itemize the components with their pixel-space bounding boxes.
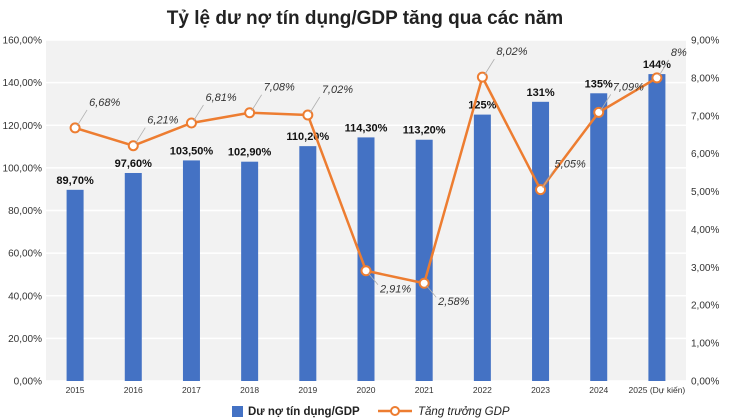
growth-label-leader [76,109,88,127]
growth-label-leader [309,96,321,114]
x-axis-tick-label: 2016 [124,385,143,395]
right-axis-ticks: 0,00% 1,00% 2,00% 3,00% 4,00% 5,00% 6,00% 7,00%… [691,36,719,388]
bar-value-label: 102,90% [228,147,272,159]
right-axis-tick-label: 3,00% [691,263,719,274]
right-axis-tick-label: 9,00% [691,36,719,47]
left-axis-tick-label: 160,00% [3,36,43,47]
left-axis-tick-label: 0,00% [14,377,42,388]
chart-title: Tỷ lệ dư nợ tín dụng/GDP tăng qua các nă… [167,8,563,29]
left-axis-ticks: 0,00% 20,00% 40,00% 60,00% 80,00% 100,00% 120,… [3,36,43,388]
x-axis-tick-label: 2020 [357,385,376,395]
left-axis-tick-label: 80,00% [8,206,42,217]
legend-line-label: Tăng trưởng GDP [418,406,510,418]
growth-label-leader [251,94,262,111]
bar [182,160,200,381]
growth-label-leader [600,94,612,111]
bar [299,146,317,381]
right-axis-tick-label: 5,00% [691,187,719,198]
growth-label-leader [425,284,437,298]
x-axis-tick-label: 2022 [473,385,492,395]
left-axis-tick-label: 20,00% [8,334,42,345]
left-axis-tick-label: 120,00% [3,121,43,132]
line-series [69,71,663,289]
growth-label-leader [484,58,495,76]
growth-value-label: 7,09% [613,81,644,93]
x-axis-tick-label: 2023 [531,385,550,395]
growth-value-label: 8% [671,47,687,59]
x-axis-tick-label: 2025 (Dự kiến) [629,385,686,395]
legend-line-marker [390,406,400,416]
growth-value-label: 7,02% [322,84,353,96]
growth-label-leader [193,104,204,122]
bar-value-label: 97,60% [115,158,153,170]
right-axis-tick-label: 8,00% [691,73,719,84]
left-axis-tick-label: 60,00% [8,249,42,260]
right-axis-tick-label: 1,00% [691,339,719,350]
bar [357,137,375,381]
growth-value-label: 5,05% [555,159,586,171]
bar-value-label: 103,50% [170,145,214,157]
bar-series [66,74,666,382]
bar-value-labels: 89,70% 97,60% 103,50% 102,90% 110,20% 114,30%… [56,59,671,187]
legend: Dư nợ tín dụng/GDP Tăng trưởng GDP [232,406,510,418]
bar [241,161,259,381]
left-axis-tick-label: 100,00% [3,163,43,174]
growth-label-leader [134,127,146,144]
growth-value-label: 7,08% [264,82,295,94]
growth-label-leader [542,171,553,188]
bar-value-label: 89,70% [56,175,94,187]
x-axis-tick-label: 2015 [66,385,85,395]
growth-value-label: 6,68% [89,97,120,109]
bar [415,139,433,381]
bar [124,172,142,381]
bar-value-label: 131% [526,87,554,99]
right-axis-tick-label: 4,00% [691,225,719,236]
x-axis-ticks: 2015 2016 2017 2018 2019 2020 2021 2022 2023 2024… [66,385,686,395]
legend-bar-label: Dư nợ tín dụng/GDP [248,406,360,418]
bar-value-label: 110,20% [286,131,329,143]
bar [590,93,608,381]
right-axis-tick-label: 2,00% [691,301,719,312]
growth-value-label: 6,81% [205,92,236,104]
right-axis-tick-label: 0,00% [691,377,719,388]
left-axis-tick-label: 40,00% [8,291,42,302]
x-axis-tick-label: 2021 [415,385,434,395]
right-axis-tick-label: 6,00% [691,149,719,160]
line-value-labels: 6,68% 6,21% 6,81% 7,08% 7,02% 2,91% 2,58% 8,02%… [76,46,687,308]
bar-value-label: 113,20% [403,125,446,137]
bar [66,189,84,381]
growth-label-leader [367,272,379,285]
bar-value-label: 144% [643,59,671,71]
bar-value-label: 114,30% [345,122,388,134]
x-axis-tick-label: 2024 [589,385,608,395]
left-axis-tick-label: 140,00% [3,78,43,89]
right-axis-tick-label: 7,00% [691,111,719,122]
x-axis-tick-label: 2019 [298,385,317,395]
bar [648,74,666,381]
growth-value-label: 8,02% [496,46,527,58]
growth-value-label: 6,21% [147,115,178,127]
x-axis-tick-label: 2017 [182,385,201,395]
legend-bar-swatch [232,406,243,417]
bar [473,114,491,381]
growth-value-label: 2,91% [379,284,411,296]
bar [532,101,550,382]
x-axis-tick-label: 2018 [240,385,259,395]
growth-value-label: 2,58% [437,296,469,308]
bar-value-label: 135% [585,78,613,90]
growth-label-leader [658,59,670,77]
